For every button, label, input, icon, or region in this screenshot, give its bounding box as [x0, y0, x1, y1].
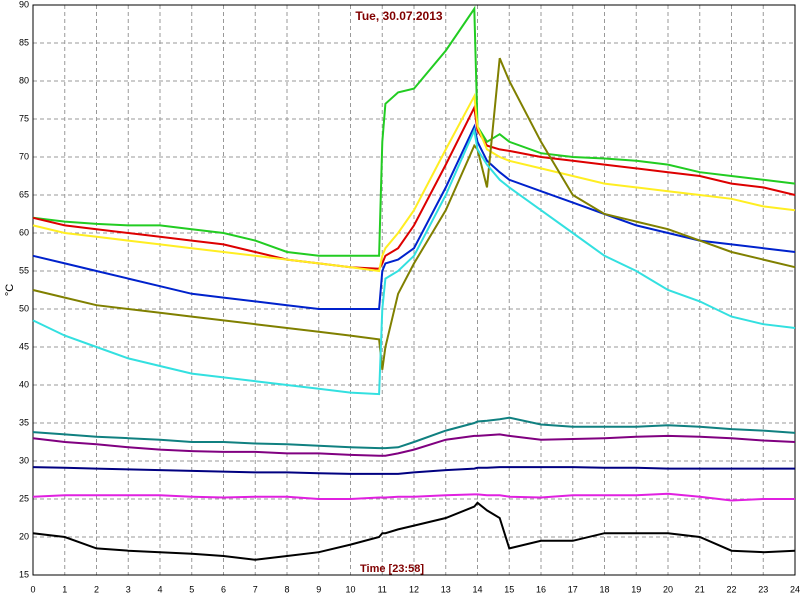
- series-line: [32, 501, 796, 561]
- y-tick-label: 50: [19, 303, 29, 313]
- series-line: [32, 92, 796, 273]
- y-tick-label: 15: [19, 569, 29, 579]
- x-tick-label: 21: [695, 584, 705, 594]
- x-tick-label: 7: [253, 584, 258, 594]
- series-line: [32, 126, 796, 396]
- y-tick-label: 70: [19, 151, 29, 161]
- x-tick-label: 23: [758, 584, 768, 594]
- x-tick-label: 8: [284, 584, 289, 594]
- series-line: [32, 416, 796, 450]
- x-tick-label: 15: [504, 584, 514, 594]
- y-tick-label: 30: [19, 455, 29, 465]
- series-line: [32, 123, 796, 310]
- y-tick-label: 40: [19, 379, 29, 389]
- x-tick-label: 2: [94, 584, 99, 594]
- y-tick-label: 90: [19, 0, 29, 9]
- x-tick-label: 17: [568, 584, 578, 594]
- x-tick-label: 12: [409, 584, 419, 594]
- x-axis-label: Time [23:58]: [360, 563, 424, 575]
- x-tick-label: 18: [599, 584, 609, 594]
- x-tick-label: 1: [62, 584, 67, 594]
- x-tick-label: 3: [126, 584, 131, 594]
- series-line: [32, 466, 795, 475]
- y-tick-label: 55: [19, 265, 29, 275]
- y-tick-label: 65: [19, 189, 29, 199]
- x-tick-label: 20: [663, 584, 673, 594]
- x-tick-label: 4: [157, 584, 162, 594]
- series-line: [32, 104, 796, 270]
- x-tick-label: 19: [631, 584, 641, 594]
- x-tick-label: 14: [472, 584, 482, 594]
- chart-title: Tue, 30.07.2013: [355, 9, 442, 23]
- x-tick-label: 24: [790, 584, 800, 594]
- x-tick-label: 6: [221, 584, 226, 594]
- x-tick-label: 22: [726, 584, 736, 594]
- x-tick-label: 5: [189, 584, 194, 594]
- y-tick-label: 45: [19, 341, 29, 351]
- x-tick-label: 0: [30, 584, 35, 594]
- y-tick-label: 60: [19, 227, 29, 237]
- y-tick-label: 85: [19, 37, 29, 47]
- series-line: [32, 57, 796, 370]
- y-tick-label: 35: [19, 417, 29, 427]
- x-tick-label: 16: [536, 584, 546, 594]
- x-tick-label: 11: [378, 584, 387, 594]
- series-line: [32, 492, 795, 502]
- y-tick-label: 75: [19, 113, 29, 123]
- x-tick-label: 10: [345, 584, 355, 594]
- x-tick-label: 9: [316, 584, 321, 594]
- y-tick-label: 20: [19, 531, 29, 541]
- y-tick-label: 80: [19, 75, 29, 85]
- y-tick-label: 25: [19, 493, 29, 503]
- y-axis-label: °C: [4, 284, 16, 296]
- series-line: [32, 433, 796, 457]
- x-tick-label: 13: [441, 584, 451, 594]
- series-line: [32, 5, 796, 257]
